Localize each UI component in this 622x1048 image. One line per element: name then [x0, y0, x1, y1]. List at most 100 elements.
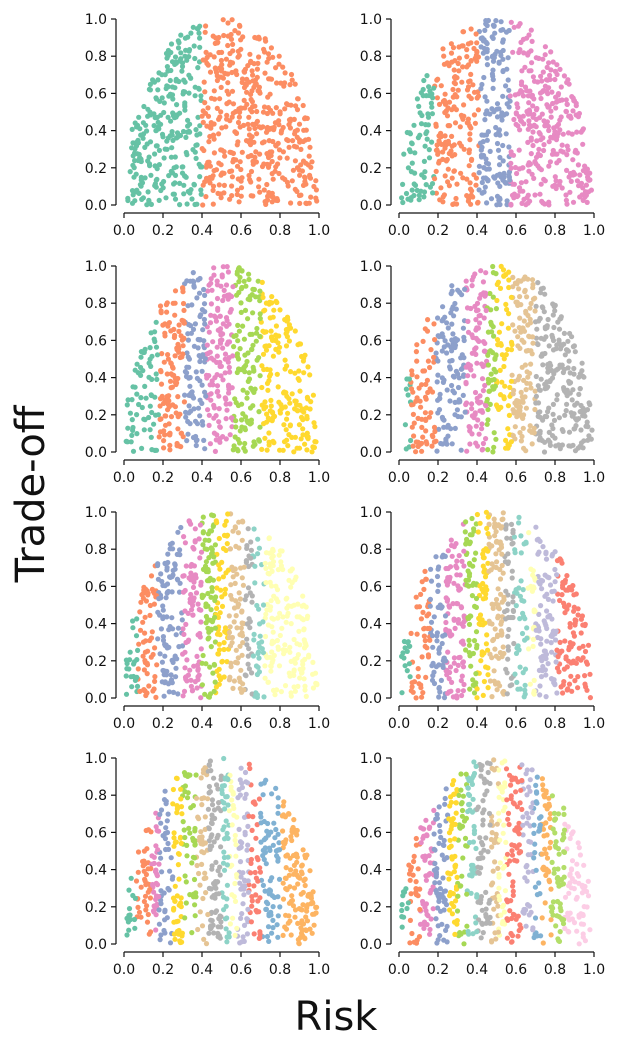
data-point [147, 612, 153, 619]
data-point [249, 88, 255, 94]
data-point [259, 384, 265, 391]
data-point [227, 401, 233, 407]
data-point [557, 346, 564, 352]
data-point [178, 50, 184, 56]
data-point [509, 372, 515, 378]
data-point [229, 424, 235, 430]
x-tick-label: 0.2 [427, 223, 449, 239]
data-point [554, 71, 560, 78]
data-point [458, 112, 464, 118]
x-tick-label: 0.2 [427, 716, 449, 732]
data-point [442, 91, 448, 97]
data-point [542, 439, 548, 445]
data-point [509, 541, 515, 547]
data-point [153, 810, 159, 816]
data-point [518, 533, 524, 539]
data-point [235, 322, 241, 328]
data-point [401, 655, 407, 661]
data-point [173, 381, 179, 388]
data-point [211, 265, 217, 271]
data-point [207, 528, 213, 534]
data-point [234, 191, 240, 198]
data-point [510, 594, 516, 600]
data-point [239, 911, 245, 917]
y-tick-label: 0.6 [85, 333, 107, 349]
data-point [569, 688, 575, 694]
data-point [245, 585, 252, 591]
data-point [289, 837, 295, 844]
data-point [192, 572, 199, 578]
data-point [525, 111, 531, 117]
data-point [228, 660, 234, 666]
data-point [223, 926, 229, 932]
data-point [453, 693, 460, 699]
data-point [483, 664, 489, 670]
data-point [249, 827, 255, 834]
data-point [244, 931, 250, 937]
data-point [181, 534, 187, 540]
data-point [147, 345, 153, 351]
data-point [225, 269, 231, 275]
data-point [517, 188, 523, 194]
data-point [234, 925, 240, 931]
data-point [205, 407, 211, 413]
data-point [535, 79, 541, 85]
data-point [578, 427, 584, 433]
data-point [148, 866, 154, 872]
data-point [216, 393, 222, 399]
data-point [262, 435, 268, 441]
data-point [273, 105, 279, 111]
data-point [437, 391, 443, 397]
data-point [460, 29, 466, 35]
x-tick-label: 0.4 [466, 470, 488, 486]
data-point [186, 72, 192, 78]
data-point [292, 328, 298, 334]
data-point [487, 290, 493, 297]
data-point [431, 680, 438, 687]
data-point [197, 313, 203, 320]
data-point [288, 584, 294, 590]
y-tick-label: 0.0 [85, 198, 107, 214]
data-point [405, 392, 411, 398]
data-point [454, 407, 460, 413]
data-point [291, 636, 297, 643]
data-point [191, 43, 197, 49]
data-point [467, 562, 473, 568]
data-point [568, 171, 575, 177]
data-point [517, 430, 523, 436]
data-point [251, 526, 257, 532]
data-point [252, 77, 258, 83]
data-point [425, 389, 431, 396]
data-point [304, 415, 310, 421]
data-point [496, 406, 502, 412]
data-point [313, 439, 319, 445]
data-point [129, 200, 136, 206]
data-point [257, 333, 263, 339]
data-point [207, 320, 214, 326]
data-point [529, 429, 535, 435]
data-point [124, 402, 130, 408]
data-point [205, 566, 211, 573]
data-point [485, 447, 491, 453]
data-point [178, 430, 184, 436]
data-point [453, 195, 459, 202]
data-point [146, 161, 153, 167]
data-point [442, 133, 448, 139]
data-point [436, 426, 442, 432]
data-point [263, 129, 270, 135]
data-point [170, 874, 176, 880]
data-point [575, 612, 581, 618]
data-point [545, 316, 551, 323]
data-point [470, 650, 476, 657]
data-point [406, 147, 413, 153]
data-point [250, 286, 256, 292]
data-point [553, 99, 559, 105]
data-point [164, 64, 170, 70]
data-point [259, 279, 265, 285]
data-point [288, 200, 294, 206]
data-point [250, 403, 256, 409]
data-point [250, 193, 256, 199]
data-point [265, 94, 271, 100]
data-point [215, 388, 221, 394]
data-point [471, 89, 478, 95]
